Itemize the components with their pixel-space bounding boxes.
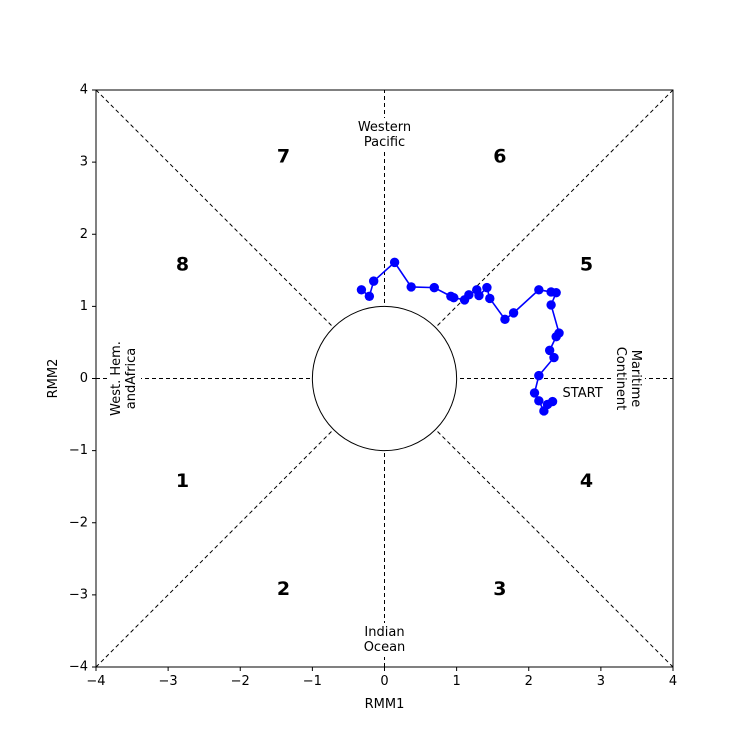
- phase-label-1: 1: [176, 470, 189, 492]
- region-label-bottom-line-1: Indian: [364, 625, 404, 640]
- phase-label-8: 8: [176, 254, 189, 276]
- data-point-22: [459, 295, 470, 305]
- data-point-29: [364, 291, 375, 301]
- data-point-30: [356, 285, 367, 295]
- region-label-top-line-2: Pacific: [364, 135, 405, 150]
- unit-circle: [311, 305, 458, 452]
- x-tick-label: −2: [231, 674, 250, 689]
- data-point-24: [446, 291, 456, 301]
- region-label-bottom-bg: [357, 623, 412, 657]
- x-tick-label: −1: [303, 674, 322, 689]
- phase-label-4: 4: [580, 470, 593, 492]
- y-axis-ticks: −4 −3 −2 −1 0 1 2 3 4: [69, 83, 96, 675]
- y-tick-label: −4: [69, 660, 88, 675]
- y-tick-label: 4: [80, 83, 88, 98]
- region-label-left-line-1: West. Hem.: [109, 341, 124, 416]
- x-axis-ticks: −4 −3 −2 −1 0 1 2 3 4: [86, 667, 677, 689]
- region-label-left: West. Hem. andAfrica: [107, 336, 141, 421]
- y-tick-label: 2: [80, 227, 88, 242]
- y-tick-label: −1: [69, 443, 88, 458]
- phase-label-2: 2: [277, 578, 290, 600]
- region-label-left-bg: [107, 336, 141, 421]
- phase-label-7: 7: [277, 145, 290, 167]
- phase-label-6: 6: [493, 145, 506, 167]
- region-label-left-line-2: andAfrica: [124, 348, 139, 410]
- data-point-20: [472, 285, 482, 295]
- region-label-right-line-2: Continent: [613, 347, 628, 411]
- phase-labels: 1 2 3 4 5 6 7 8: [176, 145, 593, 600]
- region-label-top-line-1: Western: [358, 120, 411, 135]
- region-label-top-bg: [353, 118, 416, 152]
- x-tick-label: 3: [597, 674, 605, 689]
- data-point-5: [529, 388, 540, 398]
- phase-label-5: 5: [580, 254, 593, 276]
- x-tick-label: 0: [380, 674, 388, 689]
- y-tick-label: −3: [69, 587, 88, 602]
- x-tick-label: 4: [669, 674, 677, 689]
- data-point-26: [406, 282, 416, 292]
- data-point-28: [368, 276, 379, 286]
- data-point-7: [549, 352, 559, 363]
- x-tick-label: 2: [525, 674, 533, 689]
- region-label-bottom-line-2: Ocean: [364, 640, 406, 655]
- phase-label-3: 3: [493, 578, 506, 600]
- start-label: START: [563, 386, 603, 401]
- data-point-18: [482, 282, 492, 293]
- y-tick-label: 3: [80, 155, 88, 170]
- data-point-17: [485, 293, 495, 304]
- x-tick-label: −4: [86, 674, 105, 689]
- series-points: [356, 257, 564, 416]
- region-label-right-bg: [611, 340, 645, 417]
- x-tick-label: −3: [159, 674, 178, 689]
- y-tick-label: 0: [80, 371, 88, 386]
- data-point-25: [429, 282, 439, 293]
- data-point-16: [500, 314, 510, 325]
- x-axis-label: RMM1: [365, 697, 405, 712]
- data-point-27: [389, 257, 400, 268]
- data-point-14: [534, 285, 544, 295]
- data-point-10: [554, 328, 564, 338]
- y-tick-label: −2: [69, 515, 88, 530]
- data-point-6: [534, 370, 544, 381]
- x-tick-label: 1: [452, 674, 460, 689]
- region-label-right-line-1: Maritime: [628, 350, 643, 408]
- data-point-13: [546, 287, 556, 297]
- y-axis-label: RMM2: [46, 359, 61, 399]
- data-point-11: [546, 300, 556, 310]
- data-point-4: [534, 396, 544, 406]
- y-tick-label: 1: [80, 299, 88, 314]
- data-point-15: [508, 308, 519, 318]
- data-point-8: [544, 345, 555, 356]
- data-point-3: [539, 406, 549, 416]
